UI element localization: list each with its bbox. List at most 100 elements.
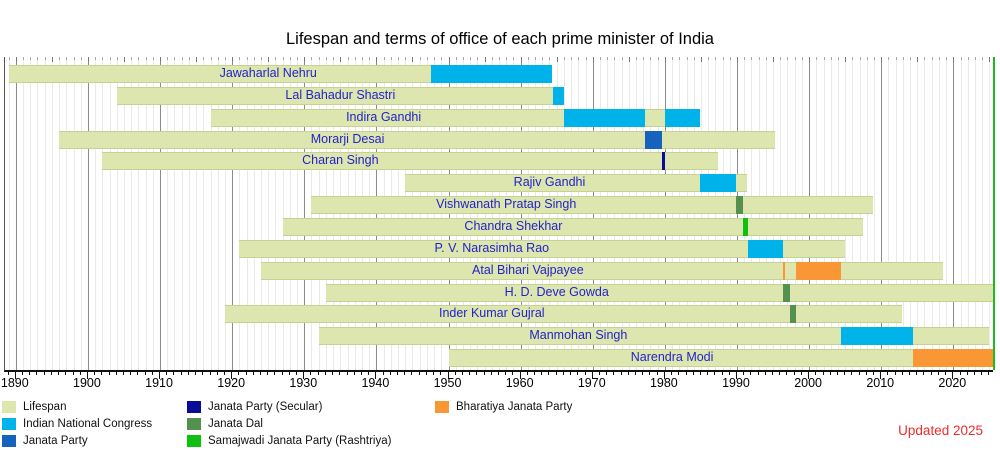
updated-note: Updated 2025 [898,423,983,438]
top-tick [325,57,327,60]
top-tick [787,57,789,60]
axis-tick [750,372,752,375]
axis-year-label: 1890 [0,376,29,390]
top-tick [542,57,544,60]
top-tick [938,57,940,60]
top-tick [794,57,796,60]
pm-row: Chandra Shekhar [5,217,993,236]
top-tick [441,57,443,60]
gridline-year [217,57,219,370]
axis-tick [981,372,983,375]
lifespan-bar [282,217,864,236]
term-bar [699,174,737,193]
term-bar [431,65,553,83]
top-tick [765,57,767,60]
axis-tick [332,372,334,375]
top-tick [160,57,162,62]
top-tick [484,57,486,62]
axis-tick [296,372,298,375]
axis-tick [808,372,810,379]
axis-tick [50,372,52,375]
top-tick [210,57,212,60]
top-tick [888,57,890,60]
axis-tick [822,372,824,375]
axis-tick [649,372,651,375]
axis-tick [7,372,9,375]
top-tick [59,57,61,60]
gridline-year [967,57,969,370]
lifespan-bar [261,261,944,280]
axis-tick [310,372,312,375]
pm-name-label: Chandra Shekhar [464,218,563,233]
pm-row: Atal Bihari Vajpayee [5,261,993,280]
axis-tick [656,372,658,375]
axis-year-label: 1940 [361,376,390,390]
pm-row: Jawaharlal Nehru [5,65,993,83]
top-tick [102,57,104,60]
axis-tick [577,372,579,375]
axis-tick [512,372,514,375]
top-tick [535,57,537,60]
top-tick [693,57,695,60]
legend-label: Samajwadi Janata Party (Rashtriya) [208,435,392,447]
top-tick [390,57,392,60]
gridline-year [188,57,190,370]
top-tick [232,57,234,62]
top-tick [679,57,681,60]
axis-tick [584,372,586,375]
axis-tick [786,372,788,375]
top-tick [311,57,313,60]
axis-tick [101,372,103,375]
gridline-year [152,57,154,370]
top-tick [123,57,125,62]
axis-tick [483,372,485,375]
top-tick [910,57,912,60]
axis-tick [627,372,629,375]
gridline-year [874,57,875,370]
axis-tick [851,372,853,375]
axis-tick [519,372,521,379]
axis-tick [844,372,846,375]
top-tick [816,57,818,60]
term-bar [665,108,700,127]
axis-tick [959,372,961,375]
pm-name-label: Atal Bihari Vajpayee [472,262,584,277]
pm-row: P. V. Narasimha Rao [5,239,993,258]
axis-tick [368,372,370,375]
axis-tick [663,372,665,379]
gridline-decade [232,57,234,370]
term-bar [552,86,565,105]
top-tick [477,57,479,60]
gridline-year [116,57,118,370]
gridline-year [895,57,897,370]
top-tick [751,57,753,60]
top-tick [823,57,825,60]
axis-year-label: 1980 [649,376,678,390]
gridline-year [196,57,198,370]
axis-tick [779,372,781,375]
gridline-year [167,57,169,370]
top-tick [657,57,659,60]
legend-label: Janata Party (Secular) [208,401,323,413]
axis-tick [151,372,153,375]
gridline-year [181,57,183,370]
x-axis-ticks [4,372,992,380]
axis-tick [108,372,110,375]
axis-tick [764,372,766,375]
gridline-year [282,57,284,370]
axis-tick [671,372,673,375]
axis-tick [454,372,456,375]
axis-tick [620,372,622,375]
top-tick [491,57,493,60]
axis-tick [555,372,557,375]
axis-tick [389,372,391,375]
axis-tick [180,372,182,375]
top-tick [917,57,919,62]
top-tick [37,57,39,60]
axis-tick [692,372,694,375]
top-tick [729,57,731,60]
top-tick [95,57,97,60]
top-tick [138,57,140,60]
axis-tick [728,372,730,375]
top-tick [621,57,623,60]
